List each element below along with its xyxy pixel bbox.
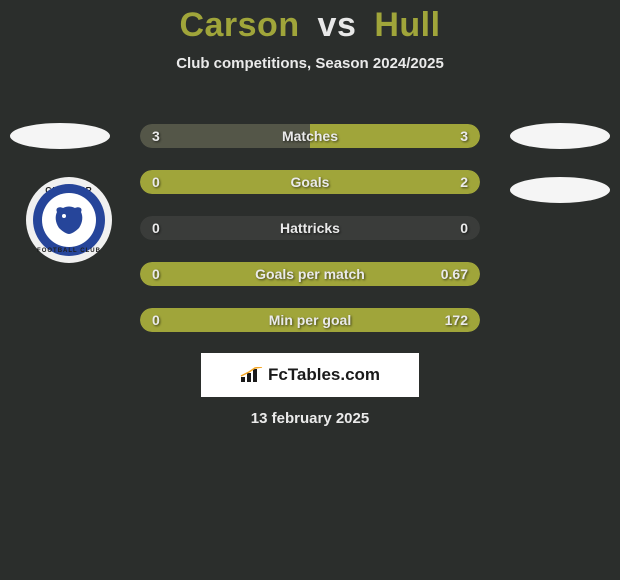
- bars-icon: [240, 367, 264, 383]
- stat-row: 0Hattricks0: [140, 216, 480, 240]
- stat-label: Matches: [140, 124, 480, 148]
- stat-row: 0Goals per match0.67: [140, 262, 480, 286]
- club-logo: CHESTER FOOTBALL CLUB: [26, 177, 112, 263]
- player2-badge-placeholder-2: [510, 177, 610, 203]
- stat-label: Goals: [140, 170, 480, 194]
- title-player1: Carson: [179, 6, 299, 44]
- title-player2: Hull: [374, 6, 440, 44]
- footer-date: 13 february 2025: [0, 410, 620, 427]
- stat-value-right: 172: [445, 308, 468, 332]
- player1-badge-placeholder: [10, 123, 110, 149]
- fctables-text: FcTables.com: [268, 365, 380, 385]
- subtitle: Club competitions, Season 2024/2025: [0, 55, 620, 72]
- stat-value-right: 3: [460, 124, 468, 148]
- stat-value-right: 2: [460, 170, 468, 194]
- stat-label: Goals per match: [140, 262, 480, 286]
- wolf-icon: [49, 200, 89, 240]
- player2-badge-placeholder-1: [510, 123, 610, 149]
- stat-row: 3Matches3: [140, 124, 480, 148]
- stat-row: 0Goals2: [140, 170, 480, 194]
- stat-label: Hattricks: [140, 216, 480, 240]
- page-title: Carson vs Hull: [0, 0, 620, 45]
- stat-value-right: 0: [460, 216, 468, 240]
- fctables-logo: FcTables.com: [201, 353, 419, 397]
- title-vs: vs: [318, 6, 357, 44]
- stat-label: Min per goal: [140, 308, 480, 332]
- stat-value-right: 0.67: [441, 262, 468, 286]
- club-logo-core: [42, 193, 96, 247]
- stats-container: 3Matches30Goals20Hattricks00Goals per ma…: [140, 124, 480, 354]
- stat-row: 0Min per goal172: [140, 308, 480, 332]
- club-logo-bottom-text: FOOTBALL CLUB: [26, 248, 112, 254]
